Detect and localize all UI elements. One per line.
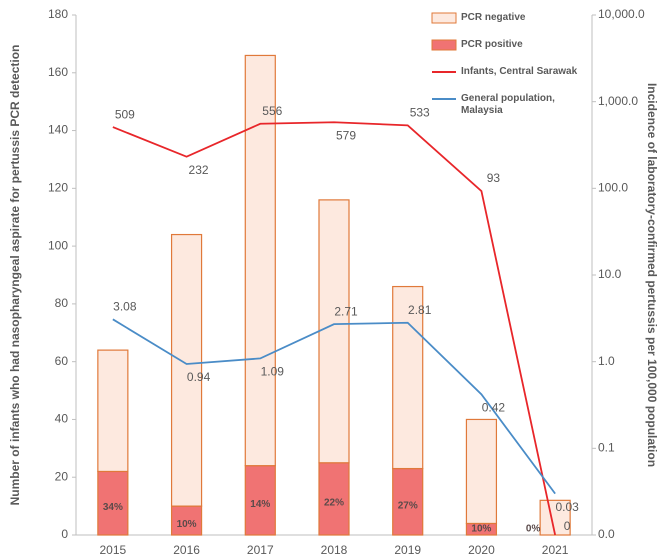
share-label: 10% — [471, 524, 491, 535]
y2-tick-label: 10.0 — [598, 267, 622, 281]
legend-swatch — [431, 39, 457, 51]
bar-segment — [318, 462, 350, 536]
share-label: 0% — [526, 524, 541, 535]
legend-box: Infants, Central Sarawak — [461, 66, 578, 77]
y2-tick-label: 1.0 — [598, 354, 615, 368]
y-tick-label: 100 — [48, 238, 68, 252]
y-tick-label: 40 — [55, 412, 69, 426]
y2-axis-label: Incidence of laboratory-confirmed pertus… — [645, 83, 657, 467]
line-value-label: 533 — [410, 106, 430, 120]
share-label: 14% — [250, 499, 270, 510]
x-tick-label: 2021 — [542, 543, 569, 557]
y-tick-label: 120 — [48, 181, 68, 195]
y-tick-label: 0 — [61, 527, 68, 541]
line-value-label: 2.81 — [408, 303, 432, 317]
bar-segment — [392, 285, 424, 470]
line-value-label: 93 — [487, 171, 501, 185]
x-tick-label: 2015 — [100, 543, 127, 557]
line — [112, 121, 557, 536]
line-value-label: 509 — [115, 107, 135, 121]
legend-box: General population, Malaysia — [461, 93, 555, 116]
line-value-label: 2.71 — [334, 304, 358, 318]
bar-segment — [170, 233, 203, 507]
line-value-label: 0.03 — [555, 500, 579, 514]
bar-segment — [465, 418, 498, 525]
y2-tick-label: 1,000.0 — [598, 94, 638, 108]
bar-segment — [539, 499, 571, 536]
x-tick-label: 2020 — [468, 543, 495, 557]
legend-box: PCR positive — [461, 39, 523, 50]
line-value-label: 556 — [262, 104, 282, 118]
line-value-label: 0 — [564, 519, 571, 533]
share-label: 34% — [103, 502, 123, 513]
y-tick-label: 180 — [48, 7, 68, 21]
bar-segment — [244, 465, 276, 536]
line-value-label: 0.42 — [482, 400, 506, 414]
line-value-label: 232 — [189, 163, 209, 177]
y2-tick-label: 0.1 — [598, 441, 615, 455]
line-value-label: 0.94 — [187, 370, 211, 384]
y2-tick-label: 100.0 — [598, 181, 628, 195]
legend-label: General population, Malaysia — [461, 93, 555, 116]
bar-segment — [170, 505, 203, 536]
share-label: 22% — [324, 498, 344, 509]
y-tick-label: 140 — [48, 123, 68, 137]
y-tick-label: 20 — [55, 469, 69, 483]
bar-segment — [97, 349, 129, 473]
share-label: 27% — [398, 500, 418, 511]
y-tick-label: 80 — [55, 296, 69, 310]
line-value-label: 579 — [336, 128, 356, 142]
bar-segment — [318, 199, 350, 464]
line — [112, 318, 556, 495]
legend-label: Infants, Central Sarawak — [461, 66, 578, 77]
line-value-label: 1.09 — [261, 365, 285, 379]
y-tick-label: 60 — [55, 354, 69, 368]
y2-tick-label: 0.0 — [598, 527, 615, 541]
bar-segment — [392, 467, 424, 536]
legend-box: PCR negative — [461, 12, 526, 23]
y-tick-label: 160 — [48, 65, 68, 79]
y2-tick-label: 10,000.0 — [598, 7, 645, 21]
line-value-label: 3.08 — [113, 299, 137, 313]
y-axis-label: Number of infants who had nasopharyngeal… — [8, 45, 22, 506]
x-tick-label: 2018 — [321, 543, 348, 557]
x-tick-label: 2016 — [173, 543, 200, 557]
bar-segment — [97, 470, 129, 536]
legend-swatch — [431, 12, 457, 24]
share-label: 10% — [177, 519, 197, 530]
legend-label: PCR negative — [461, 12, 526, 23]
x-tick-label: 2019 — [394, 543, 421, 557]
legend-label: PCR positive — [461, 39, 523, 50]
x-tick-label: 2017 — [247, 543, 274, 557]
